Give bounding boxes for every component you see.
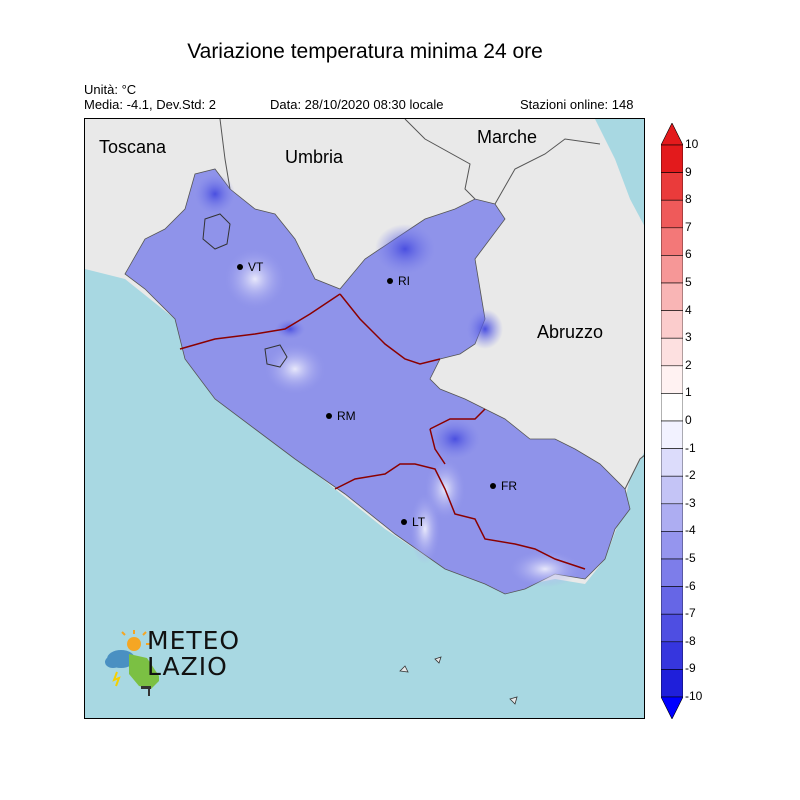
city-label: FR <box>501 479 517 493</box>
region-border-marche <box>404 119 476 200</box>
lazio-map: Toscana Umbria Marche Abruzzo VT RI RM F… <box>84 118 645 719</box>
ventotene-island <box>434 656 442 664</box>
city-dot <box>326 413 332 419</box>
city-label: VT <box>248 260 264 274</box>
colorbar-tick-label: -7 <box>685 606 696 621</box>
colorbar-tick-label: 6 <box>685 247 692 262</box>
colorbar-swatch <box>661 172 683 201</box>
city-marker-ri: RI <box>387 274 410 288</box>
meteolazio-logo: METEO LAZIO <box>99 624 259 704</box>
colorbar-tick-label: 8 <box>685 192 692 207</box>
city-marker-lt: LT <box>401 515 425 529</box>
region-border-marche-abruzzo <box>494 138 601 205</box>
colorbar-tick-label: 2 <box>685 357 692 372</box>
province-border-fr-lt <box>429 428 446 465</box>
unit-label: Unità: °C <box>84 82 137 97</box>
province-border-rm-lt <box>334 463 586 570</box>
region-label-abruzzo: Abruzzo <box>537 322 604 342</box>
colorbar-swatch <box>661 669 683 698</box>
province-border-rm-fr <box>429 408 486 430</box>
city-marker-vt: VT <box>237 260 263 274</box>
colorbar-high-arrow <box>661 123 683 146</box>
colorbar-swatch <box>661 448 683 477</box>
colorbar-swatch <box>661 475 683 505</box>
colorbar-swatch <box>661 255 683 284</box>
date-label: Data: 28/10/2020 08:30 locale <box>270 97 444 112</box>
colorbar-tick-label: -8 <box>685 633 696 648</box>
colorbar-tick-label: 10 <box>685 137 699 151</box>
colorbar-swatch <box>661 641 683 670</box>
city-dot <box>237 264 243 270</box>
region-label-toscana: Toscana <box>99 137 167 157</box>
colorbar-tick-label: -5 <box>685 551 696 565</box>
colorbar-tick-label: -1 <box>685 440 696 455</box>
city-marker-rm: RM <box>326 409 356 423</box>
colorbar-swatch <box>661 613 683 643</box>
colorbar-low-arrow <box>661 696 683 719</box>
colorbar-swatch <box>661 144 683 173</box>
colorbar-tick-label: -3 <box>685 495 696 510</box>
city-dot <box>401 519 407 525</box>
city-marker-fr: FR <box>490 479 517 493</box>
city-dot <box>490 483 496 489</box>
region-border-south <box>624 455 644 490</box>
colorbar-swatch <box>661 393 683 422</box>
city-label: RM <box>337 409 356 423</box>
lake-bolsena <box>202 213 231 250</box>
colorbar-swatch <box>661 586 683 615</box>
colorbar-swatch <box>661 282 683 311</box>
adriatic-sea <box>595 119 644 226</box>
colorbar-swatch <box>661 365 683 394</box>
colorbar-swatch <box>661 310 683 339</box>
lake-bracciano <box>264 344 288 368</box>
colorbar-swatch <box>661 420 683 449</box>
province-border-ri-rm <box>339 293 441 365</box>
colorbar-swatch <box>661 503 683 532</box>
colorbar-tick-label: 1 <box>685 385 692 400</box>
palmarola-island <box>509 696 518 705</box>
region-label-marche: Marche <box>477 127 538 147</box>
colorbar-swatch <box>661 558 683 587</box>
colorbar-tick-label: 3 <box>685 330 692 345</box>
city-label: RI <box>398 274 410 288</box>
colorbar <box>661 123 683 719</box>
ponza-island <box>399 665 409 673</box>
logo-text-lazio: LAZIO <box>147 652 228 681</box>
region-border-umbria <box>219 119 231 190</box>
colorbar-tick-label: -6 <box>685 578 696 593</box>
map-title: Variazione temperatura minima 24 ore <box>187 40 543 63</box>
colorbar-swatch <box>661 199 683 229</box>
colorbar-swatch <box>661 337 683 367</box>
colorbar-swatch <box>661 227 683 256</box>
region-label-umbria: Umbria <box>285 147 344 167</box>
city-label: LT <box>412 515 426 529</box>
colorbar-tick-label: -4 <box>685 523 696 538</box>
logo-sun-cloud-icon <box>105 630 159 696</box>
stats-label: Media: -4.1, Dev.Std: 2 <box>84 97 216 112</box>
city-dot <box>387 278 393 284</box>
colorbar-tick-label: -9 <box>685 661 696 676</box>
colorbar-tick-label: -2 <box>685 468 696 483</box>
sea-area <box>85 269 644 718</box>
logo-text-meteo: METEO <box>147 626 241 655</box>
colorbar-tick-label: 0 <box>685 413 692 427</box>
colorbar-tick-label: 9 <box>685 164 692 179</box>
stations-label: Stazioni online: 148 <box>520 97 634 112</box>
colorbar-tick-label: 7 <box>685 219 692 234</box>
colorbar-tick-label: 4 <box>685 302 692 317</box>
province-border-vt-rm <box>179 293 341 350</box>
map-canvas <box>85 119 644 718</box>
colorbar-swatch <box>661 531 683 560</box>
colorbar-tick-label: 5 <box>685 275 692 289</box>
colorbar-tick-label: -10 <box>685 689 703 703</box>
